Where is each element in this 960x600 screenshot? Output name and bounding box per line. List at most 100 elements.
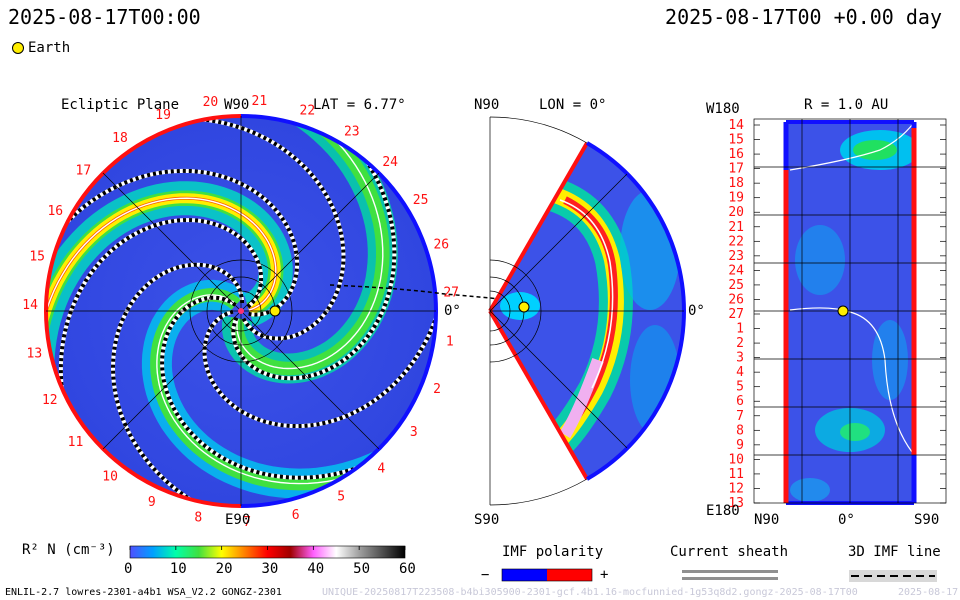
radial-y-tick-label: 2 <box>736 336 744 351</box>
imf-field-line <box>55 168 300 317</box>
ecliptic-sector-label: 9 <box>148 495 156 510</box>
imf-polarity-positive <box>547 569 592 581</box>
ecliptic-sector-label: 16 <box>47 204 63 219</box>
ecliptic-sector-label: 2 <box>433 382 441 397</box>
radial-x-tick-0: 0° <box>838 512 855 528</box>
ecliptic-sector-label: 13 <box>27 347 43 362</box>
imf-polarity-minus: − <box>481 567 490 583</box>
radial-x-tick-n90: N90 <box>754 512 780 528</box>
imf-line-swatch <box>849 570 937 582</box>
ecliptic-sector-label: 14 <box>22 298 38 313</box>
radial-y-tick-label: 10 <box>728 452 744 467</box>
imf-field-line <box>160 295 373 480</box>
current-sheet-line <box>228 116 384 370</box>
ecliptic-sector-label: 5 <box>337 490 345 505</box>
ecliptic-sector-label: 17 <box>76 164 92 179</box>
earth-legend-marker <box>12 42 24 54</box>
current-sheath-title: Current sheath <box>670 544 789 560</box>
ecliptic-sector-label: 12 <box>42 393 58 408</box>
ecliptic-sector-label: 6 <box>292 508 300 523</box>
sun-marker <box>238 308 244 314</box>
colorbar-tick-label: 40 <box>307 561 325 577</box>
imf-field-line <box>231 148 397 381</box>
colorbar-tick-marks <box>129 546 406 550</box>
ecliptic-sector-label: 27 <box>443 286 459 301</box>
ecliptic-sector-label: 1 <box>446 335 454 350</box>
imf-polarity-negative <box>502 569 547 581</box>
meridional-bottom-label: S90 <box>474 512 500 528</box>
radial-y-tick-label: 27 <box>728 307 744 322</box>
radial-y-tick-label: 25 <box>728 278 744 293</box>
radial-x-tick-s90: S90 <box>914 512 940 528</box>
ecliptic-sector-label: 23 <box>344 124 360 139</box>
earth-marker-meridional <box>518 301 530 313</box>
earth-marker-radial <box>837 305 849 317</box>
imf-connection-line <box>329 284 531 303</box>
ecliptic-lat-label: LAT = 6.77° <box>313 97 406 113</box>
ecliptic-sector-label: 4 <box>377 462 385 477</box>
radial-y-tick-label: 21 <box>728 220 744 235</box>
ecliptic-sector-label: 19 <box>155 108 171 123</box>
radial-y-tick-label: 8 <box>736 423 744 438</box>
colorbar-tick-label: 10 <box>169 561 187 577</box>
radial-y-tick-label: 19 <box>728 191 744 206</box>
radial-y-tick-label: 7 <box>736 409 744 424</box>
radial-gridlines <box>753 118 947 504</box>
ecliptic-sector-label: 20 <box>203 95 219 110</box>
footer-model-info: ENLIL-2.7 lowres-2301-a4b1 WSA_V2.2 GONG… <box>5 587 282 598</box>
current-sheet-line <box>156 294 436 485</box>
current-sheath-swatch <box>682 570 778 580</box>
imf-polarity-plus: + <box>600 567 609 583</box>
colorbar-tick-label: 20 <box>215 561 233 577</box>
ecliptic-spiral-arms <box>46 116 436 506</box>
radial-y-ticks: 1415161718192021222324252627123456789101… <box>728 118 946 511</box>
colorbar <box>129 545 406 559</box>
current-sheet-line <box>46 197 277 435</box>
colorbar-tick-label: 0 <box>124 561 133 577</box>
earth-legend: Earth <box>12 40 70 56</box>
radial-structures <box>789 124 914 502</box>
meridional-lon-label: LON = 0° <box>539 97 607 113</box>
ecliptic-right-label: 0° <box>444 303 461 319</box>
ecliptic-title: Ecliptic Plane <box>61 97 180 113</box>
radial-y-tick-label: 17 <box>728 162 744 177</box>
radial-y-tick-label: 11 <box>728 467 744 482</box>
radial-y-tick-label: 5 <box>736 380 744 395</box>
ecliptic-sector-label: 24 <box>382 155 398 170</box>
imf-polarity-title: IMF polarity <box>502 544 604 560</box>
radial-shell-panel: 1415161718192021222324252627123456789101… <box>728 118 947 511</box>
footer-run-id: UNIQUE-20250817T223508-b4bi305900-2301-g… <box>322 587 858 598</box>
ecliptic-top-label: W90 <box>224 97 250 113</box>
radial-y-tick-label: 9 <box>736 438 744 453</box>
ecliptic-sector-label: 25 <box>413 193 429 208</box>
radial-r-label: R = 1.0 AU <box>804 97 889 113</box>
left-timestamp: 2025-08-17T00:00 <box>8 5 201 29</box>
radial-y-tick-label: 18 <box>728 176 744 191</box>
earth-legend-label: Earth <box>28 40 71 56</box>
ecliptic-sector-label: 8 <box>194 511 202 526</box>
radial-y-tick-label: 22 <box>728 234 744 249</box>
meridional-edge-north <box>488 141 589 313</box>
meridional-right-label: 0° <box>688 303 705 319</box>
radial-y-tick-label: 13 <box>728 496 744 511</box>
radial-y-tick-label: 15 <box>728 133 744 148</box>
radial-y-tick-label: 16 <box>728 147 744 162</box>
meridional-edge-south <box>488 309 589 481</box>
radial-bottom-left-label: E180 <box>706 503 740 519</box>
ecliptic-sector-label: 21 <box>252 94 268 109</box>
ecliptic-sector-label: 26 <box>433 238 449 253</box>
ecliptic-sector-label: 11 <box>68 435 84 450</box>
ecliptic-sector-label: 10 <box>102 470 118 485</box>
radial-y-tick-label: 4 <box>736 365 744 380</box>
colorbar-tick-label: 60 <box>399 561 416 577</box>
radial-y-tick-label: 20 <box>728 205 744 220</box>
imf-field-line <box>202 301 436 429</box>
radial-top-left-label: W180 <box>706 101 740 117</box>
imf-field-line <box>58 218 264 405</box>
meridional-top-label: N90 <box>474 97 500 113</box>
colorbar-label: R² N (cm⁻³) <box>22 542 115 558</box>
radial-y-tick-label: 12 <box>728 481 744 496</box>
